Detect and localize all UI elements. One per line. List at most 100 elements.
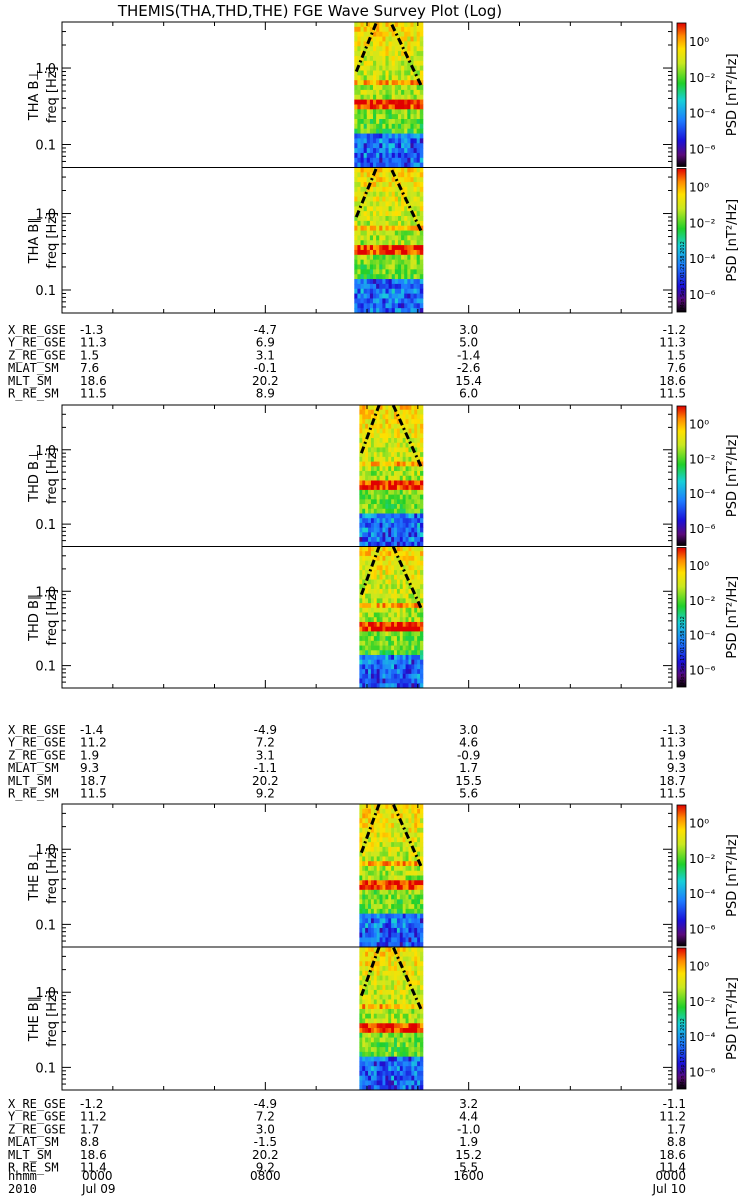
spectrogram-cell [379, 172, 383, 178]
spectrogram-cell [360, 274, 365, 280]
spectrogram-cell [402, 913, 406, 919]
spectrogram-cell [419, 75, 424, 81]
spectrogram-cell [407, 119, 411, 125]
spectrogram-cell [360, 279, 365, 285]
spectrogram-cell [391, 60, 396, 67]
spectrogram-cell [379, 157, 383, 164]
spectrogram-cell [411, 913, 415, 919]
spectrogram-cell [407, 283, 411, 290]
spectrogram-cell [416, 157, 421, 164]
spectrogram-cell [366, 114, 371, 120]
spectrogram-cell [382, 1032, 386, 1038]
spectrogram-cell [408, 475, 412, 481]
spectrogram-cell [401, 308, 405, 314]
spectrogram-cell [385, 818, 389, 824]
spectrogram-cell [402, 923, 406, 929]
spectrogram-cell [394, 894, 398, 900]
spectrogram-cell [419, 85, 424, 91]
spectrogram-cell [385, 804, 389, 810]
spectrogram-cell [391, 99, 396, 105]
spectrogram-cell [373, 636, 378, 642]
spectrogram-cell [391, 293, 396, 299]
y-tick-label: 1.0 [35, 585, 56, 600]
spectrogram-cell [396, 808, 401, 814]
spectrogram-cell [414, 546, 418, 552]
spectrogram-cell [419, 259, 424, 265]
spectrogram-cell [368, 659, 372, 665]
spectrogram-cell [420, 678, 424, 684]
spectrogram-cell [360, 230, 365, 236]
spectrogram-cell [404, 143, 408, 149]
spectrogram-cell [420, 527, 424, 533]
spectrogram-cell [376, 923, 380, 929]
spectrogram-cell [410, 85, 414, 91]
spectrogram-cell [363, 259, 368, 265]
spectrogram-cell [379, 584, 383, 590]
spectrogram-cell [382, 560, 386, 566]
spectrogram-cell [420, 532, 424, 538]
spectrogram-cell [385, 264, 389, 270]
spectrogram-cell [407, 196, 411, 202]
spectrogram-cell [420, 813, 424, 819]
spectrogram-cell [413, 41, 418, 47]
spectrogram-cell [410, 191, 414, 197]
spectrogram-cell [370, 532, 375, 538]
spectrogram-cell [382, 466, 386, 472]
spectrogram-cell [362, 1085, 366, 1091]
spectrogram-cell [420, 1004, 424, 1010]
spectrogram-cell [376, 259, 380, 265]
spectrogram-cell [359, 640, 363, 646]
spectrogram-cell [402, 870, 406, 876]
spectrogram-cell [399, 1018, 404, 1024]
spectrogram-cell [370, 452, 375, 458]
spectrogram-cell [407, 123, 411, 130]
spectrogram-cell [376, 664, 380, 670]
spectrogram-cell [365, 419, 369, 425]
spectrogram-cell [368, 1047, 372, 1053]
spectrogram-cell [379, 138, 383, 144]
spectrogram-cell [407, 75, 411, 81]
spectrogram-cell [420, 937, 424, 943]
spectrogram-cell [360, 191, 365, 197]
spectrogram-cell [365, 414, 369, 420]
ephemeris-value: 15.4 [455, 374, 482, 388]
spectrogram-cell [405, 842, 409, 848]
spectrogram-cell [373, 823, 378, 829]
spectrogram-cell [385, 1047, 389, 1053]
spectrogram-cell [359, 433, 363, 439]
spectrogram-cell [354, 274, 358, 280]
spectrogram-cell [394, 985, 398, 991]
ephemeris-value: 5.6 [459, 787, 478, 801]
spectrogram-cell [366, 288, 371, 294]
spectrogram-cell [420, 423, 424, 429]
freq-axis-label: freq [Hz] [45, 589, 60, 646]
spectrogram-cell [408, 908, 412, 915]
spectrogram-cell [416, 293, 421, 299]
spectrogram-cell [368, 804, 372, 810]
spectrogram-cell [360, 186, 365, 193]
spectrogram-cell [379, 186, 383, 193]
spectrogram-cell [362, 669, 366, 675]
spectrogram-cell [404, 104, 408, 110]
spectrogram-cell [379, 989, 383, 996]
spectrogram-cell [394, 937, 398, 943]
spectrogram-cell [376, 128, 380, 134]
spectrogram-cell [370, 832, 375, 838]
spectrogram-cell [369, 191, 374, 197]
spectrogram-cell [362, 961, 366, 967]
spectrogram-cell [405, 588, 409, 595]
spectrogram-cell [399, 489, 404, 496]
spectrogram-cell [368, 541, 372, 547]
spectrogram-cell [373, 555, 378, 562]
spectrogram-cell [379, 565, 383, 571]
spectrogram-cell [379, 918, 383, 924]
spectrogram-cell [376, 1008, 380, 1015]
spectrogram-cell [363, 186, 368, 193]
spectrogram-cell [354, 143, 358, 149]
spectrogram-cell [394, 527, 398, 533]
spectrogram-cell [405, 947, 409, 953]
spectrogram-cell [382, 298, 386, 304]
spectrogram-cell [419, 70, 424, 76]
spectrogram-cell [379, 537, 383, 543]
spectrogram-cell [420, 565, 424, 571]
